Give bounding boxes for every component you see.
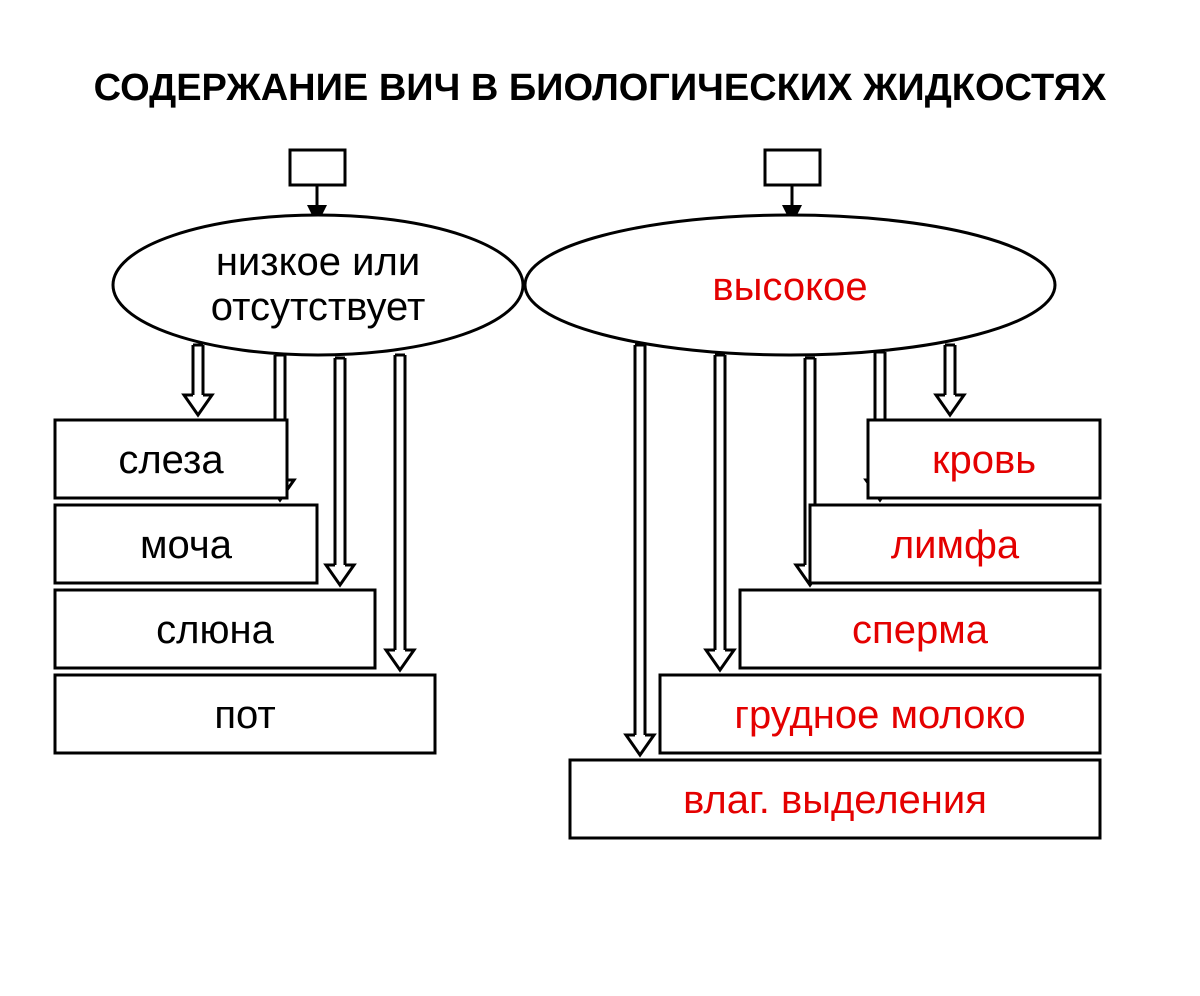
left-ellipse-label-1: низкое или [216,240,420,284]
left-box-1-label: моча [140,523,233,567]
right-box-0-label: кровь [932,438,1036,482]
left-arrow-2 [326,358,354,585]
right-box-4-label: влаг. выделения [683,778,987,822]
right-arrow-4 [626,345,654,755]
diagram-canvas: СОДЕРЖАНИЕ ВИЧ В БИОЛОГИЧЕСКИХ ЖИДКОСТЯХ… [0,0,1200,996]
right-ellipse-label: высокое [712,265,867,309]
right-box-2-label: сперма [852,608,989,652]
left-arrow-3 [386,355,414,670]
right-box-1-label: лимфа [891,523,1020,567]
diagram-title: СОДЕРЖАНИЕ ВИЧ В БИОЛОГИЧЕСКИХ ЖИДКОСТЯХ [94,67,1107,109]
left-ellipse-label-2: отсутствует [211,285,426,329]
left-box-2-label: слюна [156,608,274,652]
right-arrow-0 [936,345,964,415]
left-box-3-label: пот [214,693,275,737]
left-box-0-label: слеза [118,438,224,482]
right-arrow-3 [706,355,734,670]
right-box-3-label: грудное молоко [734,693,1025,737]
left-arrow-0 [184,345,212,415]
